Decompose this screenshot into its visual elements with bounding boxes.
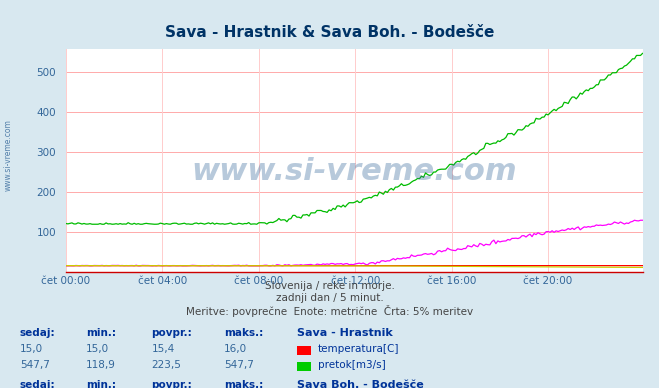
Text: 16,0: 16,0 (224, 344, 247, 354)
Text: maks.:: maks.: (224, 328, 264, 338)
Text: povpr.:: povpr.: (152, 380, 192, 388)
Text: Sava - Hrastnik & Sava Boh. - Bodešče: Sava - Hrastnik & Sava Boh. - Bodešče (165, 25, 494, 40)
Text: 118,9: 118,9 (86, 360, 115, 370)
Text: 15,4: 15,4 (152, 344, 175, 354)
Text: Meritve: povprečne  Enote: metrične  Črta: 5% meritev: Meritve: povprečne Enote: metrične Črta:… (186, 305, 473, 317)
Text: temperatura[C]: temperatura[C] (318, 344, 399, 354)
Text: zadnji dan / 5 minut.: zadnji dan / 5 minut. (275, 293, 384, 303)
Text: sedaj:: sedaj: (20, 328, 55, 338)
Text: 15,0: 15,0 (86, 344, 109, 354)
Text: Sava - Hrastnik: Sava - Hrastnik (297, 328, 392, 338)
Text: www.si-vreme.com: www.si-vreme.com (3, 119, 13, 191)
Text: povpr.:: povpr.: (152, 328, 192, 338)
Bar (297, 346, 311, 355)
Text: min.:: min.: (86, 328, 116, 338)
Text: Slovenija / reke in morje.: Slovenija / reke in morje. (264, 281, 395, 291)
Text: Sava Boh. - Bodešče: Sava Boh. - Bodešče (297, 380, 423, 388)
Text: sedaj:: sedaj: (20, 380, 55, 388)
Text: maks.:: maks.: (224, 380, 264, 388)
Text: 15,0: 15,0 (20, 344, 43, 354)
Text: 547,7: 547,7 (20, 360, 49, 370)
Text: pretok[m3/s]: pretok[m3/s] (318, 360, 386, 370)
Text: min.:: min.: (86, 380, 116, 388)
Text: 547,7: 547,7 (224, 360, 254, 370)
Text: 223,5: 223,5 (152, 360, 181, 370)
Text: www.si-vreme.com: www.si-vreme.com (191, 157, 517, 186)
Bar (297, 362, 311, 371)
